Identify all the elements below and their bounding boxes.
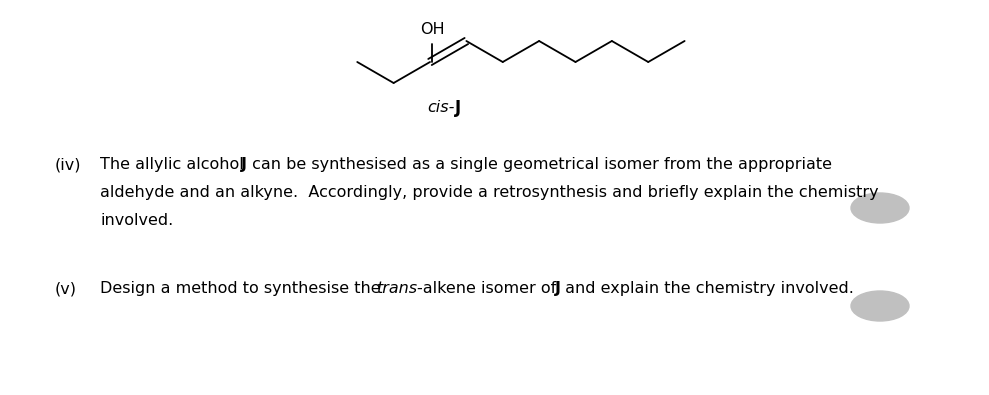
- Text: -alkene isomer of: -alkene isomer of: [416, 281, 561, 296]
- Text: involved.: involved.: [100, 213, 173, 228]
- Text: (iv): (iv): [55, 157, 81, 172]
- Text: (v): (v): [55, 281, 77, 296]
- Text: J: J: [455, 99, 461, 117]
- Text: can be synthesised as a single geometrical isomer from the appropriate: can be synthesised as a single geometric…: [246, 157, 832, 172]
- Text: The allylic alcohol: The allylic alcohol: [100, 157, 249, 172]
- Ellipse shape: [851, 193, 909, 223]
- Text: and explain the chemistry involved.: and explain the chemistry involved.: [560, 281, 854, 296]
- Text: Design a method to synthesise the: Design a method to synthesise the: [100, 281, 386, 296]
- Text: aldehyde and an alkyne.  Accordingly, provide a retrosynthesis and briefly expla: aldehyde and an alkyne. Accordingly, pro…: [100, 185, 878, 200]
- Ellipse shape: [851, 291, 909, 321]
- Text: J: J: [555, 281, 561, 296]
- Text: cis-: cis-: [427, 100, 455, 115]
- Text: OH: OH: [419, 23, 444, 38]
- Text: J: J: [241, 157, 247, 172]
- Text: trans: trans: [377, 281, 418, 296]
